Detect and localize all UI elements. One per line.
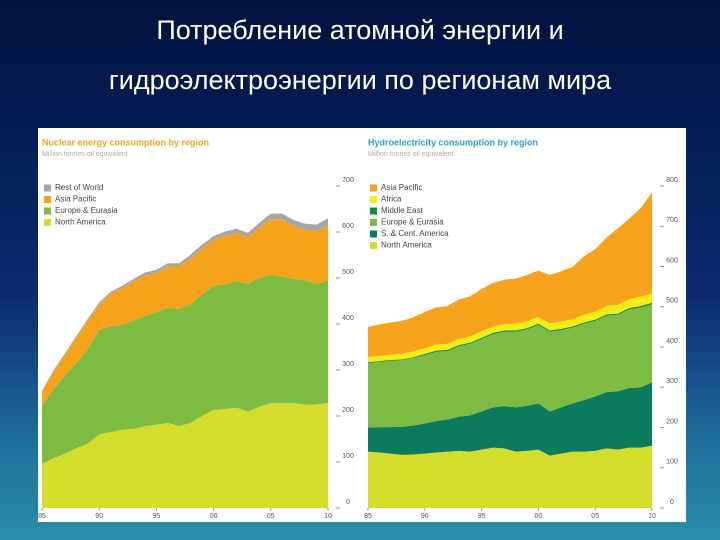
legend-swatch bbox=[44, 184, 51, 192]
slide-title: гидроэлектроэнергии по регионам мира bbox=[109, 65, 612, 95]
x-tick-label: 95 bbox=[153, 513, 161, 520]
legend-label: Rest of World bbox=[55, 183, 103, 192]
x-tick-label: 95 bbox=[478, 513, 486, 520]
y-tick-label: 100 bbox=[666, 459, 678, 466]
area bbox=[368, 293, 652, 363]
y-tick-label: 200 bbox=[666, 418, 678, 425]
legend-label: Asia Pacific bbox=[55, 195, 96, 204]
y-tick-label: 700 bbox=[342, 177, 354, 184]
x-tick-label: 85 bbox=[38, 513, 46, 520]
legend-swatch bbox=[44, 207, 51, 215]
y-tick-label: 300 bbox=[342, 361, 354, 368]
legend-label: North America bbox=[55, 218, 106, 227]
y-tick-label: 500 bbox=[666, 298, 678, 305]
y-tick-label: 700 bbox=[666, 217, 678, 224]
area bbox=[42, 213, 328, 392]
x-tick-label: 85 bbox=[364, 513, 372, 520]
legend-label: North America bbox=[381, 241, 432, 250]
legend-swatch bbox=[370, 230, 377, 238]
y-tick-label: 800 bbox=[666, 177, 678, 184]
chart-title: Hydroelectricity consumption by region bbox=[368, 137, 538, 147]
area bbox=[42, 403, 328, 508]
chart-title: Nuclear energy consumption by region bbox=[42, 137, 209, 147]
legend-label: Middle East bbox=[381, 206, 424, 215]
slide-title: Потребление атомной энергии и bbox=[156, 15, 563, 45]
x-tick-label: 05 bbox=[267, 513, 275, 520]
legend-swatch bbox=[44, 196, 51, 203]
y-tick-label: 600 bbox=[342, 223, 354, 230]
y-tick-label: 400 bbox=[342, 315, 354, 322]
x-tick-label: 05 bbox=[591, 513, 599, 520]
legend-label: Africa bbox=[381, 195, 402, 204]
area bbox=[368, 382, 652, 456]
y-tick-label: 200 bbox=[342, 407, 354, 414]
x-tick-label: 10 bbox=[648, 513, 656, 520]
area bbox=[368, 192, 652, 358]
x-tick-label: 00 bbox=[210, 513, 218, 520]
y-tick-label: 100 bbox=[342, 453, 354, 460]
y-tick-label: 300 bbox=[666, 378, 678, 385]
x-tick-label: 00 bbox=[535, 513, 543, 520]
y-tick-label: 600 bbox=[666, 257, 678, 264]
area bbox=[368, 304, 652, 428]
legend-swatch bbox=[44, 219, 51, 226]
legend-label: Europe & Eurasia bbox=[55, 206, 118, 215]
chart-subtitle: Million tonnes oil equivalent bbox=[368, 151, 454, 158]
x-tick-label: 10 bbox=[324, 513, 332, 520]
y-tick-label: 0 bbox=[346, 499, 350, 506]
legend-label: S. & Cent. America bbox=[381, 229, 449, 238]
legend-label: Europe & Eurasia bbox=[381, 218, 444, 227]
y-tick-label: 400 bbox=[666, 338, 678, 345]
area bbox=[42, 274, 328, 464]
legend-swatch bbox=[370, 184, 377, 192]
x-tick-label: 90 bbox=[421, 513, 429, 520]
y-tick-label: 500 bbox=[342, 269, 354, 276]
legend-label: Asia Pacific bbox=[381, 183, 422, 192]
legend-swatch bbox=[370, 219, 377, 226]
legend-swatch bbox=[370, 207, 377, 215]
x-tick-label: 90 bbox=[95, 513, 103, 520]
y-tick-label: 0 bbox=[670, 499, 674, 506]
chart-subtitle: Million tonnes oil equivalent bbox=[42, 151, 128, 158]
area bbox=[368, 445, 652, 508]
area bbox=[42, 219, 328, 406]
legend-swatch bbox=[370, 242, 377, 249]
legend-swatch bbox=[370, 196, 377, 203]
